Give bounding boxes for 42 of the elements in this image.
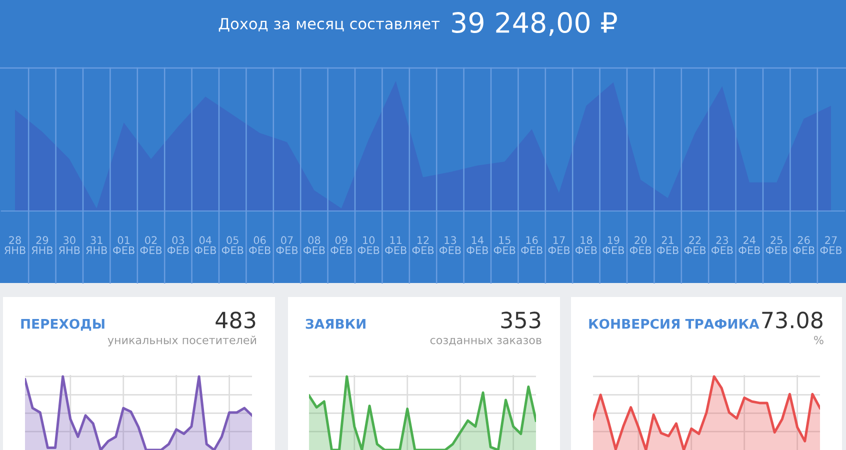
x-tick-label: 14 ФЕВ (466, 236, 488, 254)
chart-title: ПЕРЕХОДЫ (21, 318, 104, 331)
x-tick-label: 20 ФЕВ (630, 236, 652, 254)
x-tick-label: 11 ФЕВ (385, 236, 406, 254)
chart-title: ЗАЯВКИ (306, 318, 366, 329)
x-tick-label: 03 ФЕВ (167, 236, 189, 254)
x-tick-label: 31 ЯНВ (86, 236, 107, 254)
x-tick-label: 02 ФЕВ (140, 236, 162, 254)
x-tick-label: 13 ФЕВ (439, 236, 461, 254)
chart-title: Доход за месяц составляет (218, 18, 440, 32)
text: % (814, 336, 824, 344)
text: 353 (501, 312, 540, 328)
text: 483 (216, 312, 256, 328)
text: созданных заказов (430, 338, 542, 346)
text: 73.08 (762, 312, 822, 328)
x-tick-label: 30 ЯНВ (58, 236, 80, 254)
x-tick-label: 23 ФЕВ (711, 236, 733, 254)
x-tick-label: 08 ФЕВ (303, 236, 325, 254)
x-tick-label: 26 ФЕВ (793, 236, 814, 254)
x-tick-label: 05 ФЕВ (222, 236, 244, 254)
x-tick-label: 10 ФЕВ (358, 236, 380, 254)
x-tick-label: 25 ФЕВ (766, 236, 788, 254)
x-tick-label: 24 ФЕВ (738, 236, 760, 254)
text: уникальных посетителей (108, 336, 256, 346)
x-tick-label: 28 ЯНВ (4, 236, 26, 254)
x-tick-label: 29 ЯНВ (32, 236, 53, 254)
x-tick-label: 04 ФЕВ (194, 236, 216, 254)
x-tick-label: 19 ФЕВ (602, 236, 624, 254)
chart-subtitle: 39 248,00 ₽ (452, 12, 617, 36)
x-tick-label: 06 ФЕВ (249, 236, 270, 254)
x-tick-label: 01 ФЕВ (113, 236, 134, 254)
x-tick-label: 18 ФЕВ (575, 236, 597, 254)
x-tick-label: 16 ФЕВ (521, 236, 542, 254)
x-tick-label: 07 ФЕВ (276, 236, 298, 254)
x-tick-label: 21 ФЕВ (657, 236, 678, 254)
x-tick-label: 15 ФЕВ (494, 236, 516, 254)
chart-title: КОНВЕРСИЯ ТРАФИКА (589, 318, 760, 329)
x-tick-label: 27 ФЕВ (820, 236, 842, 254)
x-tick-label: 22 ФЕВ (684, 236, 706, 254)
x-tick-label: 17 ФЕВ (548, 236, 570, 254)
x-tick-label: 12 ФЕВ (412, 236, 434, 254)
x-tick-label: 09 ФЕВ (330, 236, 352, 254)
